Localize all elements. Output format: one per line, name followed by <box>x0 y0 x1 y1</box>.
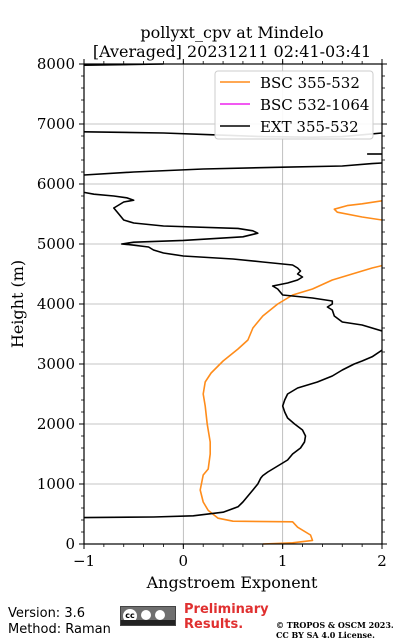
by-icon <box>141 610 151 620</box>
preliminary-line2: Results. <box>184 617 244 632</box>
x-tick-label: 0 <box>179 552 189 570</box>
x-axis-label: Angstroem Exponent <box>146 573 318 592</box>
x-tick-label: 1 <box>278 552 288 570</box>
chart-title-line2: [Averaged] 20231211 02:41-03:41 <box>93 42 371 61</box>
footer-info: Version: 3.6 Method: Raman <box>8 606 111 638</box>
legend-box <box>214 70 374 140</box>
y-axis-label: Height (m) <box>8 260 27 348</box>
series-line-bsc-355-532 <box>199 264 383 545</box>
x-tick-label: −1 <box>73 552 95 570</box>
y-tick-label: 2000 <box>37 415 75 433</box>
series-line-bsc-355-532 <box>333 200 383 221</box>
x-tick-label: 2 <box>377 552 387 570</box>
copyright-line2: CC BY SA 4.0 License. <box>276 630 375 640</box>
y-tick-label: 0 <box>65 535 75 553</box>
copyright-notice: © TROPOS & OSCM 2023. CC BY SA 4.0 Licen… <box>276 620 394 640</box>
cc-by-sa-logo: cc <box>120 606 176 626</box>
sa-icon <box>155 610 165 620</box>
y-tick-label: 1000 <box>37 475 75 493</box>
legend-label-bsc-355-532: BSC 355-532 <box>260 74 360 92</box>
y-tick-label: 4000 <box>37 295 75 313</box>
series-line-ext-355-532 <box>83 349 383 519</box>
chart-figure: pollyxt_cpv at Mindelo [Averaged] 202312… <box>8 23 387 592</box>
y-tick-label: 7000 <box>37 115 75 133</box>
series-line-ext-355-532 <box>83 162 383 176</box>
y-tick-label: 5000 <box>37 235 75 253</box>
series-line-ext-355-532 <box>83 191 383 332</box>
legend-label-bsc-532-1064: BSC 532-1064 <box>260 96 369 114</box>
method-text: Method: Raman <box>8 622 111 637</box>
series-layer <box>83 63 383 545</box>
version-text: Version: 3.6 <box>8 606 85 621</box>
cc-icon: cc <box>123 609 137 623</box>
chart-title-line1: pollyxt_cpv at Mindelo <box>140 23 323 42</box>
copyright-line1: © TROPOS & OSCM 2023. <box>276 620 394 630</box>
legend: BSC 355-532 BSC 532-1064 EXT 355-532 <box>214 70 374 140</box>
y-tick-label: 8000 <box>37 55 75 73</box>
preliminary-notice: Preliminary Results. <box>184 602 269 632</box>
y-tick-label: 6000 <box>37 175 75 193</box>
legend-label-ext-355-532: EXT 355-532 <box>260 118 359 136</box>
preliminary-line1: Preliminary <box>184 602 269 617</box>
license-strip <box>121 620 175 625</box>
y-tick-label: 3000 <box>37 355 75 373</box>
